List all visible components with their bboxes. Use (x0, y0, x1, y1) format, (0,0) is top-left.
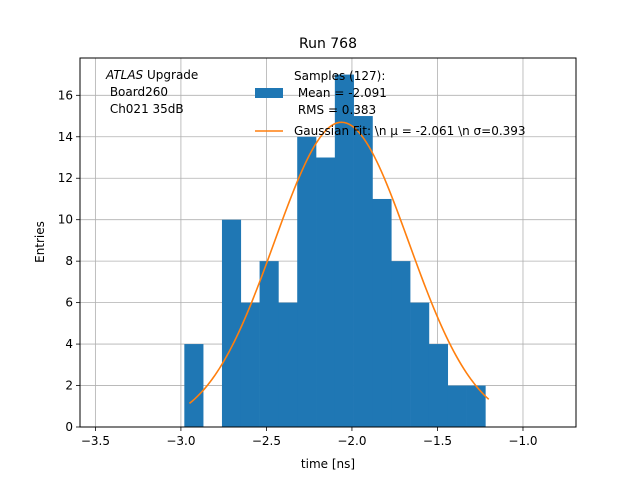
y-tick-label: 10 (58, 213, 73, 227)
plot-frame (79, 57, 577, 428)
legend-samples-line-1: Samples (127): (294, 69, 385, 83)
y-tick-label: 12 (58, 171, 73, 185)
legend-samples-line-3: RMS = 0.383 (294, 103, 376, 117)
histogram-bar (184, 344, 204, 427)
y-tick-label: 2 (65, 379, 73, 393)
histogram-bar (297, 136, 317, 428)
x-tick-label: −3.0 (166, 434, 195, 448)
x-tick-label: −2.5 (252, 434, 281, 448)
histogram-bar (316, 157, 336, 427)
histogram-bar (259, 261, 279, 427)
x-tick-label: −2.0 (337, 434, 366, 448)
histogram-bar (278, 302, 298, 427)
x-axis-ticks: −3.5 −3.0 −2.5 −2.0 −1.5 −1.0 (81, 427, 538, 448)
histogram-bar (447, 385, 467, 427)
atlas-line-3: Ch021 35dB (106, 102, 184, 116)
y-tick-label: 16 (58, 88, 73, 102)
histogram-bar (428, 344, 449, 427)
gaussian-fit (188, 121, 490, 405)
chart-title: Run 768 (299, 36, 357, 52)
histogram-bar (240, 302, 260, 427)
y-axis-label: Entries (33, 221, 47, 263)
y-tick-label: 0 (65, 420, 73, 434)
legend-histogram-swatch (255, 88, 283, 98)
histogram-bar (221, 219, 242, 427)
histogram-bars (184, 74, 486, 428)
y-tick-label: 8 (65, 254, 73, 268)
atlas-annotation: ATLAS Upgrade Board260 Ch021 35dB (105, 68, 198, 116)
histogram-bar (466, 385, 486, 427)
y-tick-label: 14 (58, 130, 73, 144)
atlas-upgrade-text: Upgrade (143, 68, 198, 82)
x-axis-label: time [ns] (301, 457, 355, 471)
legend-samples-line-2: Mean = -2.091 (294, 86, 387, 100)
x-tick-label: −3.5 (81, 434, 110, 448)
histogram-bar (410, 302, 430, 427)
atlas-line-2: Board260 (106, 85, 168, 99)
atlas-line-1: ATLAS Upgrade (105, 68, 198, 82)
histogram-bar (353, 116, 373, 427)
histogram-bar (334, 74, 354, 428)
legend: Samples (127): Mean = -2.091 RMS = 0.383… (255, 69, 526, 138)
x-tick-label: −1.5 (423, 434, 452, 448)
y-tick-label: 6 (65, 296, 73, 310)
histogram-bar (391, 261, 411, 427)
x-tick-label: −1.0 (508, 434, 537, 448)
gaussian-fit-curve (188, 121, 490, 405)
atlas-italic-text: ATLAS (105, 68, 144, 82)
histogram-bar (372, 198, 392, 427)
y-axis-ticks: 0 2 4 6 8 10 12 14 16 (58, 88, 80, 434)
y-tick-label: 4 (65, 337, 73, 351)
legend-fit-label: Gaussian Fit: \n μ = -2.061 \n σ=0.393 (294, 124, 526, 138)
